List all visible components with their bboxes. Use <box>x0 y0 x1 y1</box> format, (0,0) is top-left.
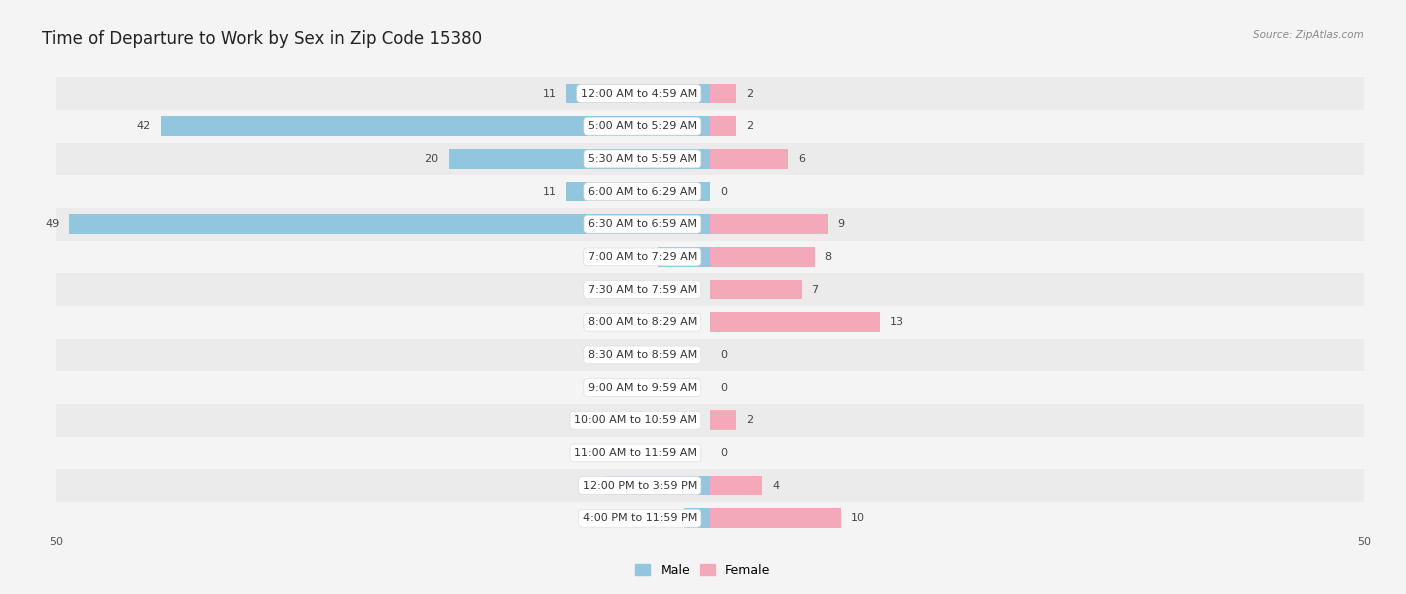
Bar <box>710 273 1364 306</box>
Text: 12:00 PM to 3:59 PM: 12:00 PM to 3:59 PM <box>582 481 697 491</box>
Text: 5:00 AM to 5:29 AM: 5:00 AM to 5:29 AM <box>588 121 697 131</box>
Bar <box>710 208 1364 241</box>
Bar <box>160 116 710 136</box>
Bar <box>710 84 737 103</box>
Bar <box>710 306 1364 339</box>
Bar <box>710 312 880 332</box>
Bar <box>710 339 1364 371</box>
Bar <box>56 77 710 110</box>
Text: 0: 0 <box>693 415 700 425</box>
Text: 4:00 PM to 11:59 PM: 4:00 PM to 11:59 PM <box>582 513 697 523</box>
Bar <box>56 208 710 241</box>
Bar <box>567 84 710 103</box>
Text: 0: 0 <box>693 350 700 360</box>
Legend: Male, Female: Male, Female <box>630 559 776 582</box>
Text: Source: ZipAtlas.com: Source: ZipAtlas.com <box>1253 30 1364 40</box>
Bar <box>710 371 1364 404</box>
Text: 8:00 AM to 8:29 AM: 8:00 AM to 8:29 AM <box>588 317 697 327</box>
Text: 10: 10 <box>851 513 865 523</box>
Text: 2: 2 <box>666 513 673 523</box>
Text: 7: 7 <box>811 285 818 295</box>
Bar <box>567 182 710 201</box>
Bar <box>710 116 737 136</box>
Bar <box>56 273 710 306</box>
Bar <box>710 241 1364 273</box>
Text: 2: 2 <box>747 89 754 99</box>
Bar <box>56 241 710 273</box>
Text: 7:30 AM to 7:59 AM: 7:30 AM to 7:59 AM <box>588 285 697 295</box>
Text: 42: 42 <box>136 121 150 131</box>
Text: 4: 4 <box>772 481 779 491</box>
Text: 2: 2 <box>747 121 754 131</box>
Bar <box>658 247 710 267</box>
Text: 4: 4 <box>641 252 648 262</box>
Bar <box>710 280 801 299</box>
Bar <box>710 110 1364 143</box>
Bar <box>606 476 710 495</box>
Bar <box>710 214 828 234</box>
Text: 0: 0 <box>720 350 727 360</box>
Bar <box>56 502 710 535</box>
Bar <box>710 469 1364 502</box>
Text: 0: 0 <box>693 285 700 295</box>
Bar <box>56 404 710 437</box>
Text: 6: 6 <box>799 154 806 164</box>
Bar <box>710 149 789 169</box>
Bar <box>56 339 710 371</box>
Text: 0: 0 <box>693 317 700 327</box>
Bar <box>56 143 710 175</box>
Text: 0: 0 <box>693 383 700 393</box>
Text: 49: 49 <box>45 219 59 229</box>
Bar <box>56 110 710 143</box>
Text: 11:00 AM to 11:59 AM: 11:00 AM to 11:59 AM <box>574 448 697 458</box>
Text: 5:30 AM to 5:59 AM: 5:30 AM to 5:59 AM <box>588 154 697 164</box>
Text: 0: 0 <box>720 383 727 393</box>
Text: 9: 9 <box>838 219 845 229</box>
Text: 8: 8 <box>824 252 831 262</box>
Bar <box>710 508 841 528</box>
Text: 8: 8 <box>589 481 596 491</box>
Bar <box>710 175 1364 208</box>
Text: 13: 13 <box>890 317 904 327</box>
Bar <box>56 175 710 208</box>
Bar <box>710 247 814 267</box>
Text: Time of Departure to Work by Sex in Zip Code 15380: Time of Departure to Work by Sex in Zip … <box>42 30 482 48</box>
Bar <box>56 306 710 339</box>
Bar <box>710 143 1364 175</box>
Text: 6:00 AM to 6:29 AM: 6:00 AM to 6:29 AM <box>588 187 697 197</box>
Text: 20: 20 <box>425 154 439 164</box>
Bar <box>683 508 710 528</box>
Text: 12:00 AM to 4:59 AM: 12:00 AM to 4:59 AM <box>581 89 697 99</box>
Text: 8:30 AM to 8:59 AM: 8:30 AM to 8:59 AM <box>588 350 697 360</box>
Bar <box>56 437 710 469</box>
Bar <box>710 476 762 495</box>
Text: 7:00 AM to 7:29 AM: 7:00 AM to 7:29 AM <box>588 252 697 262</box>
Text: 2: 2 <box>747 415 754 425</box>
Text: 10:00 AM to 10:59 AM: 10:00 AM to 10:59 AM <box>574 415 697 425</box>
Text: 11: 11 <box>543 89 557 99</box>
Bar <box>710 77 1364 110</box>
Bar <box>69 214 710 234</box>
Text: 11: 11 <box>543 187 557 197</box>
Text: 0: 0 <box>720 448 727 458</box>
Bar <box>56 371 710 404</box>
Text: 6:30 AM to 6:59 AM: 6:30 AM to 6:59 AM <box>588 219 697 229</box>
Text: 9:00 AM to 9:59 AM: 9:00 AM to 9:59 AM <box>588 383 697 393</box>
Bar <box>710 502 1364 535</box>
Bar <box>710 404 1364 437</box>
Text: 0: 0 <box>693 448 700 458</box>
Bar <box>449 149 710 169</box>
Text: 0: 0 <box>720 187 727 197</box>
Bar <box>710 410 737 430</box>
Bar <box>56 469 710 502</box>
Bar <box>710 437 1364 469</box>
